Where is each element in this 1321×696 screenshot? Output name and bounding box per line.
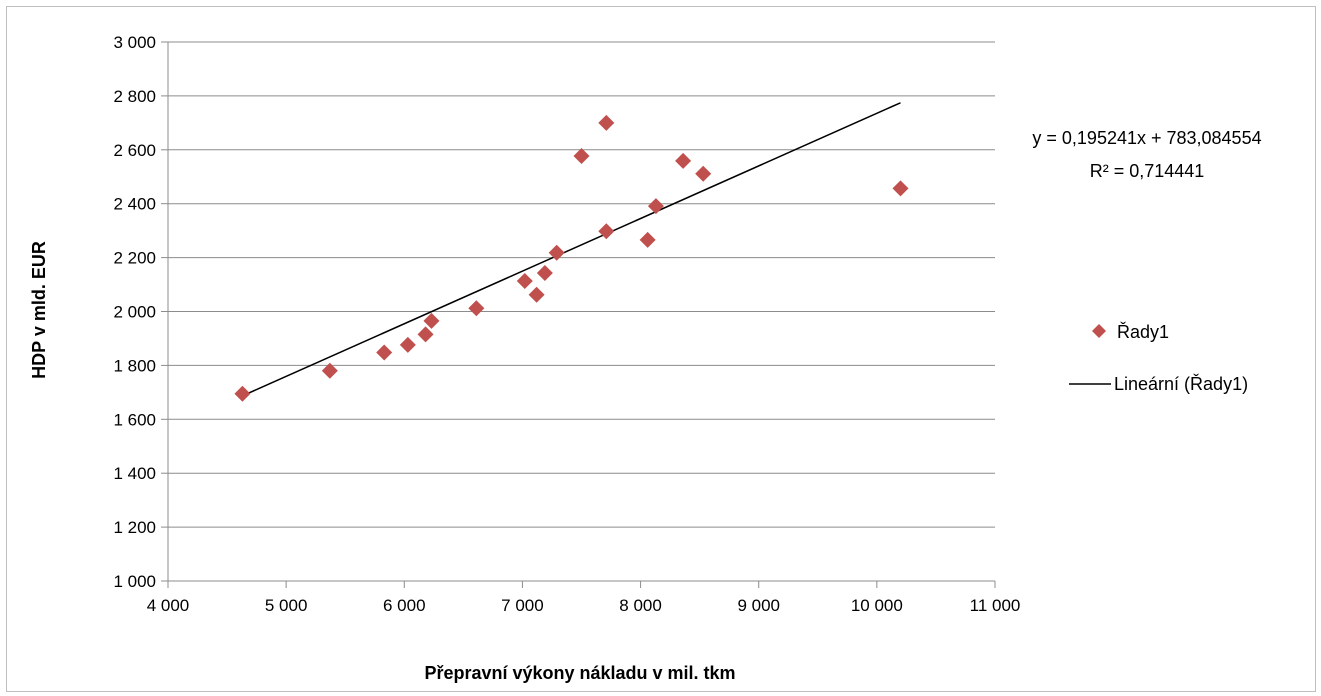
x-tick-label: 5 000 <box>265 596 308 615</box>
y-tick-label: 1 800 <box>113 356 156 375</box>
x-tick-label: 10 000 <box>851 596 903 615</box>
grid-lines <box>168 41 995 528</box>
x-tick-label: 8 000 <box>619 596 662 615</box>
trendline-equation: y = 0,195241x + 783,084554 <box>1032 128 1261 148</box>
x-tick-label: 4 000 <box>147 596 190 615</box>
x-tick-label: 6 000 <box>383 596 426 615</box>
y-tick-label: 2 200 <box>113 249 156 268</box>
data-point <box>423 312 440 329</box>
y-tick-label: 1 600 <box>113 410 156 429</box>
y-axis-title: HDP v mld. EUR <box>29 241 49 379</box>
data-point <box>695 165 712 182</box>
data-point <box>639 231 656 248</box>
data-point <box>598 223 615 240</box>
x-axis-title: Přepravní výkony nákladu v mil. tkm <box>424 663 735 683</box>
y-tick-label: 1 400 <box>113 464 156 483</box>
axes <box>161 41 996 588</box>
chart-frame: 1 000 1 200 1 400 1 600 1 800 2 000 2 200 2 400… <box>6 6 1316 692</box>
data-point <box>321 362 338 379</box>
x-tick-label: 11 000 <box>970 596 1021 615</box>
trendline <box>242 102 901 397</box>
y-tick-label: 2 800 <box>113 87 156 106</box>
data-point <box>536 264 553 281</box>
legend-label-series: Řady1 <box>1117 322 1169 342</box>
data-point <box>548 244 565 261</box>
data-point <box>516 273 533 290</box>
x-tick-label: 9 000 <box>737 596 780 615</box>
tick-labels: 1 000 1 200 1 400 1 600 1 800 2 000 2 200 2 400… <box>113 33 1020 615</box>
y-tick-label: 1 200 <box>113 518 156 537</box>
scatter-chart: 1 000 1 200 1 400 1 600 1 800 2 000 2 200 2 400… <box>29 33 1262 683</box>
x-tick-label: 7 000 <box>501 596 544 615</box>
legend-marker-diamond <box>1092 324 1106 338</box>
trendline-layer <box>242 102 901 397</box>
y-tick-label: 3 000 <box>113 33 156 52</box>
data-points <box>234 114 909 402</box>
data-point <box>598 114 615 131</box>
data-point <box>528 286 545 303</box>
data-point <box>647 198 664 215</box>
data-point <box>892 180 909 197</box>
data-point <box>234 385 251 402</box>
data-point <box>376 344 393 361</box>
y-tick-label: 2 000 <box>113 303 156 322</box>
y-tick-label: 2 400 <box>113 195 156 214</box>
y-tick-label: 2 600 <box>113 141 156 160</box>
data-point <box>399 336 416 353</box>
legend: Řady1 Lineární (Řady1) <box>1069 322 1248 394</box>
data-point <box>468 300 485 317</box>
legend-label-trendline: Lineární (Řady1) <box>1114 374 1248 394</box>
data-point <box>573 147 590 164</box>
y-tick-label: 1 000 <box>113 572 156 591</box>
trendline-r-squared: R² = 0,714441 <box>1090 161 1205 181</box>
data-point <box>675 152 692 169</box>
data-point <box>417 326 434 343</box>
